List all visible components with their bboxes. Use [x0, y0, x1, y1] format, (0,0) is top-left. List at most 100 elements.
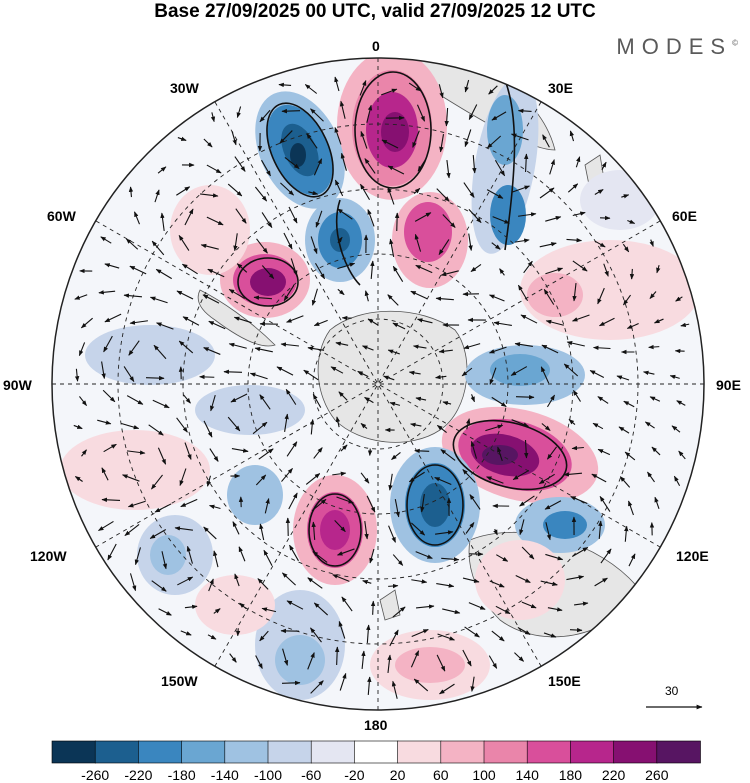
wind-vector: [597, 448, 611, 456]
lon-label-30w: 30W: [170, 80, 199, 96]
wind-vector: [264, 498, 270, 514]
colorbar-label: -260: [81, 767, 110, 783]
wind-vector: [411, 522, 426, 536]
wind-vectors: [73, 76, 690, 699]
wind-vector: [410, 422, 422, 428]
wind-vector: [598, 520, 603, 540]
wind-vector: [124, 524, 140, 536]
wind-vector: [468, 233, 473, 251]
wind-vector: [207, 634, 217, 640]
wind-vector: [254, 186, 268, 202]
wind-vector: [566, 575, 585, 581]
wind-vector: [206, 164, 222, 174]
wind-vector: [539, 187, 555, 199]
wind-vector: [647, 471, 655, 483]
wind-vector: [491, 242, 501, 250]
wind-vector: [337, 236, 343, 244]
wind-vector: [656, 265, 661, 274]
wind-vector: [649, 239, 654, 247]
wind-vector: [286, 600, 304, 610]
wind-vector: [654, 318, 664, 324]
wind-vector: [472, 154, 477, 174]
wind-vector: [568, 419, 576, 425]
lon-label-30e: 30E: [548, 80, 573, 96]
wind-vector: [603, 263, 609, 277]
wind-vector: [678, 450, 686, 460]
wind-vector: [383, 375, 395, 381]
wind-vector: [330, 366, 344, 374]
wind-vector: [367, 676, 372, 696]
wind-vector: [74, 476, 83, 482]
wind-vector: [361, 345, 374, 351]
wind-vector: [261, 159, 271, 177]
negative-anomaly-7: [137, 465, 345, 700]
wind-vector: [126, 395, 144, 405]
wind-vector: [360, 423, 368, 429]
wind-vector: [177, 576, 194, 586]
wind-vector: [415, 396, 427, 402]
wind-vector: [441, 557, 460, 562]
wind-vector: [519, 495, 535, 507]
wind-vector: [388, 525, 396, 543]
wind-vector: [594, 189, 604, 195]
wind-vector: [311, 498, 327, 512]
wind-vector: [79, 396, 87, 407]
wind-vector: [286, 315, 304, 323]
wind-vector: [510, 366, 528, 376]
wind-vector: [364, 521, 369, 540]
wind-vector: [589, 370, 605, 378]
wind-vector: [411, 579, 428, 584]
wind-vector: [413, 344, 427, 349]
wind-vector: [417, 158, 427, 172]
colorbar-label: -180: [167, 767, 196, 783]
colorbar-swatch: [570, 740, 615, 764]
wind-vector: [202, 294, 220, 304]
wind-vector: [261, 265, 275, 279]
wind-vector: [465, 522, 475, 534]
wind-vector: [332, 574, 350, 582]
wind-vector: [359, 80, 367, 96]
wind-vector: [438, 84, 444, 99]
wind-vector: [284, 157, 300, 169]
wind-vector: [491, 111, 507, 121]
wind-vector: [98, 520, 114, 532]
wind-vector: [176, 417, 188, 433]
wind-vector: [440, 449, 456, 461]
wind-vector: [411, 628, 429, 638]
wind-vector: [203, 420, 213, 438]
wind-vector: [254, 347, 273, 353]
wind-vector: [310, 680, 324, 694]
wind-vector: [290, 258, 298, 277]
lon-label-90e: 90E: [716, 377, 741, 393]
wind-vector: [622, 243, 630, 253]
anomaly-field: [60, 58, 700, 700]
wind-vector: [488, 346, 507, 354]
wind-vector: [259, 523, 265, 541]
wind-vector: [520, 314, 538, 324]
wind-vector: [416, 104, 426, 122]
wind-vector: [654, 496, 660, 509]
wind-vector: [304, 84, 318, 94]
wind-vector: [417, 318, 433, 324]
wind-vector: [74, 368, 80, 382]
wind-vector: [235, 208, 247, 224]
wind-vector: [540, 366, 550, 384]
wind-vector: [680, 322, 690, 328]
wind-vector: [122, 474, 140, 482]
wind-vector: [671, 425, 681, 433]
wind-vector: [370, 600, 376, 615]
wind-vector: [622, 294, 632, 306]
wind-vector: [486, 476, 504, 484]
wind-vector: [523, 153, 529, 173]
wind-vector: [515, 574, 531, 584]
wind-vector: [543, 632, 557, 638]
wind-vector: [410, 650, 420, 668]
wind-vector: [521, 546, 535, 560]
wind-vector: [184, 208, 194, 226]
wind-vector: [285, 388, 297, 405]
wind-vector: [521, 601, 537, 609]
wind-vector: [626, 323, 639, 329]
wind-vector: [288, 206, 298, 224]
wind-vector: [415, 551, 433, 559]
wind-vector: [253, 295, 273, 300]
